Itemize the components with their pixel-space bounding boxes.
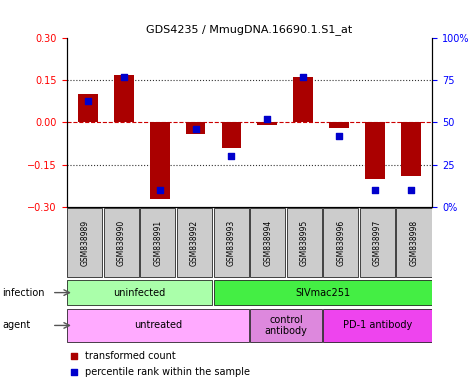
Point xyxy=(407,187,415,193)
Text: untreated: untreated xyxy=(134,320,182,331)
Bar xyxy=(221,122,241,148)
Text: infection: infection xyxy=(2,288,45,298)
Bar xyxy=(323,309,431,342)
Bar xyxy=(78,94,98,122)
Text: SIVmac251: SIVmac251 xyxy=(295,288,350,298)
Text: GSM838991: GSM838991 xyxy=(153,219,162,266)
Bar xyxy=(67,209,102,276)
Point xyxy=(299,74,307,80)
Bar xyxy=(329,122,349,128)
Bar xyxy=(401,122,420,176)
Text: PD-1 antibody: PD-1 antibody xyxy=(343,320,412,331)
Text: GSM838993: GSM838993 xyxy=(227,219,236,266)
Point xyxy=(192,126,200,132)
Point xyxy=(335,133,343,139)
Text: GSM838996: GSM838996 xyxy=(336,219,345,266)
Point xyxy=(264,116,271,122)
Point xyxy=(84,98,92,104)
Bar xyxy=(397,209,431,276)
Bar xyxy=(250,209,285,276)
Bar xyxy=(104,209,139,276)
Point xyxy=(70,353,77,359)
Title: GDS4235 / MmugDNA.16690.1.S1_at: GDS4235 / MmugDNA.16690.1.S1_at xyxy=(146,25,352,35)
Text: agent: agent xyxy=(2,320,30,331)
Bar xyxy=(365,122,385,179)
Text: GSM838995: GSM838995 xyxy=(300,219,309,266)
Bar xyxy=(67,309,248,342)
Text: control
antibody: control antibody xyxy=(265,314,307,336)
Point xyxy=(120,74,128,80)
Bar xyxy=(293,78,313,122)
Bar xyxy=(250,309,322,342)
Text: GSM838994: GSM838994 xyxy=(263,219,272,266)
Text: percentile rank within the sample: percentile rank within the sample xyxy=(85,367,250,377)
Bar xyxy=(214,209,248,276)
Text: GSM838992: GSM838992 xyxy=(190,219,199,266)
Point xyxy=(228,153,235,159)
Text: GSM838998: GSM838998 xyxy=(409,219,418,266)
Bar xyxy=(67,280,212,305)
Text: GSM838990: GSM838990 xyxy=(117,219,126,266)
Bar xyxy=(214,280,431,305)
Bar xyxy=(141,209,175,276)
Bar xyxy=(257,122,277,125)
Text: GSM838989: GSM838989 xyxy=(80,219,89,266)
Point xyxy=(156,187,163,193)
Text: transformed count: transformed count xyxy=(85,351,176,361)
Bar xyxy=(287,209,322,276)
Bar xyxy=(177,209,212,276)
Text: uninfected: uninfected xyxy=(114,288,166,298)
Text: GSM838997: GSM838997 xyxy=(373,219,382,266)
Bar xyxy=(186,122,206,134)
Point xyxy=(371,187,379,193)
Point xyxy=(70,369,77,375)
Bar xyxy=(360,209,395,276)
Bar xyxy=(323,209,358,276)
Bar xyxy=(114,74,134,122)
Bar xyxy=(150,122,170,199)
